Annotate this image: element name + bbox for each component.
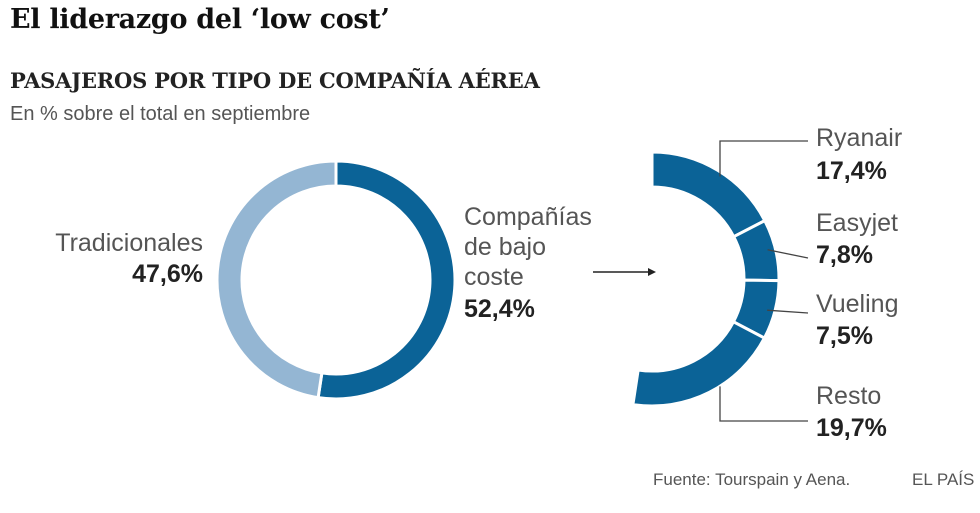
- low-cost-breakdown: [631, 150, 781, 408]
- donut-slice-0: [316, 159, 457, 401]
- slice-value-tradicionales-text: 47,6%: [132, 260, 203, 288]
- brand-name: EL PAÍS: [912, 470, 975, 489]
- headline: El liderazgo del ‘low cost’: [10, 4, 390, 35]
- slice-label-lowcost-line1: Compañías: [464, 203, 592, 231]
- breakdown-slice-3: [631, 319, 767, 408]
- breakdown-slice-0: [650, 150, 767, 239]
- label-resto: Resto: [816, 382, 882, 410]
- value-ryanair: 17,4%: [816, 157, 887, 185]
- connector-ryanair: [719, 140, 808, 177]
- main-donut: [215, 159, 457, 401]
- label-connectors: [719, 140, 809, 422]
- slice-label-lowcost-line2: de bajo: [464, 233, 547, 261]
- value-vueling: 7,5%: [816, 322, 873, 350]
- label-ryanair: Ryanair: [816, 124, 903, 152]
- connector-resto: [719, 386, 808, 422]
- donut-slice-1: [215, 159, 338, 400]
- value-easyjet: 7,8%: [816, 241, 873, 269]
- value-resto: 19,7%: [816, 414, 887, 442]
- arrow: [593, 268, 656, 276]
- connector-easyjet: [767, 249, 809, 259]
- chart-subtitle: En % sobre el total en septiembre: [10, 103, 311, 125]
- label-vueling: Vueling: [816, 290, 899, 318]
- slice-label-lowcost-line3: coste: [464, 263, 524, 291]
- connector-vueling: [767, 309, 809, 314]
- slice-label-tradicionales: Tradicionales: [55, 229, 203, 257]
- slice-value-lowcost: 52,4%: [464, 295, 535, 323]
- chart-title: PASAJEROS POR TIPO DE COMPAÑÍA AÉREA: [10, 68, 540, 93]
- source-note: Fuente: Tourspain y Aena.: [653, 470, 851, 489]
- label-easyjet: Easyjet: [816, 209, 898, 237]
